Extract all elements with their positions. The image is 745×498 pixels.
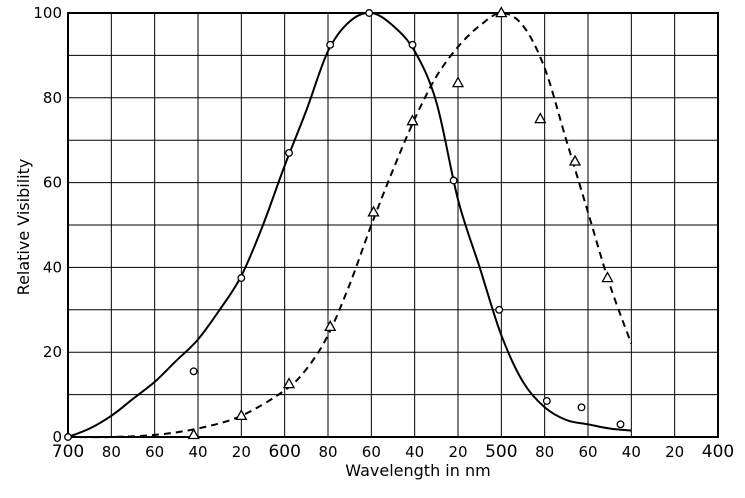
tick-labels: 700 80 60 40 20 600 80 60 40 20 500 80 60 40 20 400 0 20 4…	[33, 4, 734, 462]
circle-data-point	[542, 397, 551, 405]
plot-frame	[67, 12, 719, 438]
x-tick-label: 20	[665, 443, 684, 461]
x-tick-label: 80	[318, 443, 337, 461]
grid	[67, 12, 719, 438]
y-tick-label: 40	[43, 258, 62, 276]
circle-data-point	[326, 40, 335, 49]
y-tick-label: 60	[43, 174, 62, 192]
y-tick-label: 100	[33, 4, 62, 22]
triangle-data-point	[406, 114, 419, 126]
x-tick-label: 600	[268, 442, 300, 462]
circle-data-point	[365, 9, 374, 17]
x-tick-label: 40	[622, 443, 641, 461]
x-tick-label: 20	[232, 443, 251, 461]
triangle-data-point	[451, 76, 465, 88]
triangle-data-point	[367, 205, 380, 217]
triangle-data-point	[324, 320, 337, 332]
data-markers	[64, 6, 625, 441]
circle-data-point	[495, 305, 504, 314]
y-tick-label: 20	[43, 343, 62, 361]
x-tick-label: 20	[448, 443, 467, 461]
solid-curve	[67, 11, 632, 438]
x-tick-label: 40	[188, 443, 207, 461]
x-tick-label: 60	[145, 443, 164, 461]
x-tick-label: 40	[405, 443, 424, 461]
circle-data-point	[616, 420, 625, 429]
x-tick-label: 80	[535, 443, 554, 461]
x-tick-label: 400	[702, 442, 734, 462]
x-tick-label: 500	[485, 442, 517, 462]
circle-data-point	[449, 176, 458, 185]
triangle-data-point	[495, 6, 508, 18]
circle-data-point	[285, 148, 293, 157]
circle-data-point	[189, 367, 198, 376]
circle-data-point	[408, 40, 417, 49]
circle-data-point	[577, 403, 586, 412]
triangle-data-point	[568, 154, 582, 166]
series-lines	[67, 11, 633, 439]
y-tick-label: 80	[43, 89, 62, 107]
y-axis-title: Relative Visibility	[14, 159, 33, 296]
triangle-data-point	[601, 271, 614, 283]
triangle-data-point	[534, 112, 547, 124]
x-axis-title: Wavelength in nm	[345, 461, 490, 480]
dashed-curve	[67, 11, 633, 439]
circle-data-point	[237, 274, 246, 282]
x-tick-label: 60	[362, 443, 381, 461]
triangle-data-point	[187, 428, 200, 440]
triangle-data-point	[235, 409, 248, 421]
circle-data-point	[64, 433, 72, 441]
y-tick-label: 0	[52, 428, 62, 446]
triangle-data-point	[282, 377, 296, 389]
x-tick-label: 80	[102, 443, 121, 461]
x-tick-label: 60	[578, 443, 597, 461]
x-tick-label: 700	[52, 442, 84, 462]
